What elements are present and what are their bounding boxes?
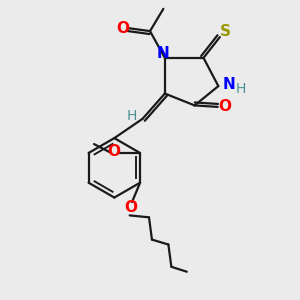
Text: N: N <box>157 46 170 61</box>
Text: O: O <box>107 144 120 159</box>
Text: S: S <box>220 24 231 39</box>
Text: H: H <box>236 82 246 96</box>
Text: O: O <box>125 200 138 215</box>
Text: O: O <box>116 21 129 36</box>
Text: H: H <box>127 109 137 123</box>
Text: O: O <box>218 99 231 114</box>
Text: N: N <box>222 77 235 92</box>
